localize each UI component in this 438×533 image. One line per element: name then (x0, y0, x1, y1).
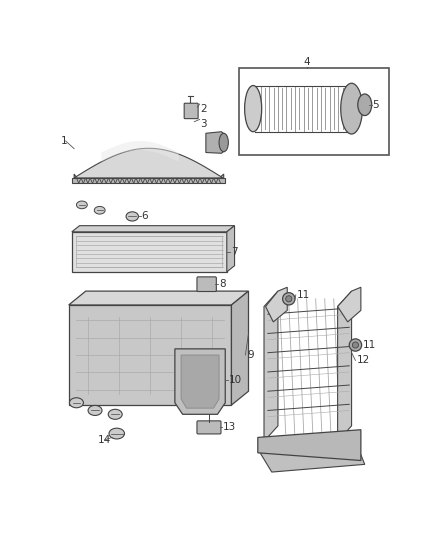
FancyBboxPatch shape (197, 277, 216, 292)
Ellipse shape (341, 83, 362, 134)
Text: 13: 13 (223, 422, 236, 432)
Ellipse shape (88, 406, 102, 415)
Polygon shape (69, 291, 248, 305)
Polygon shape (338, 291, 352, 441)
Polygon shape (227, 225, 235, 272)
Polygon shape (181, 355, 219, 408)
Polygon shape (101, 141, 179, 161)
Ellipse shape (70, 398, 83, 408)
Bar (72, 178, 225, 183)
Text: 3: 3 (201, 119, 207, 130)
Text: 4: 4 (303, 57, 310, 67)
Ellipse shape (108, 409, 122, 419)
Ellipse shape (286, 296, 292, 302)
Polygon shape (74, 148, 223, 178)
Bar (69, 305, 231, 405)
Text: 1: 1 (61, 136, 67, 146)
Polygon shape (206, 132, 225, 154)
Ellipse shape (109, 428, 124, 439)
Text: 9: 9 (247, 350, 254, 360)
FancyBboxPatch shape (184, 103, 198, 119)
Polygon shape (264, 291, 278, 441)
Polygon shape (231, 291, 248, 405)
Text: 10: 10 (229, 375, 242, 385)
Ellipse shape (94, 206, 105, 214)
Text: 7: 7 (231, 247, 238, 257)
Text: 6: 6 (141, 212, 148, 221)
Text: 11: 11 (363, 340, 376, 350)
Ellipse shape (358, 94, 372, 116)
Ellipse shape (219, 133, 228, 152)
Ellipse shape (126, 212, 138, 221)
Bar (72, 232, 227, 272)
Bar (239, 68, 389, 155)
Text: 14: 14 (97, 435, 111, 445)
Polygon shape (258, 430, 361, 461)
Bar (77, 237, 222, 267)
Polygon shape (265, 287, 287, 322)
Polygon shape (175, 349, 225, 414)
Polygon shape (74, 174, 224, 183)
Ellipse shape (77, 201, 87, 209)
Ellipse shape (352, 342, 359, 348)
Polygon shape (72, 225, 235, 232)
Ellipse shape (245, 85, 261, 132)
Text: 5: 5 (372, 100, 379, 110)
Ellipse shape (283, 293, 295, 305)
Polygon shape (260, 445, 365, 472)
Text: 12: 12 (357, 356, 370, 366)
Text: 11: 11 (297, 290, 310, 300)
FancyBboxPatch shape (197, 421, 221, 434)
Polygon shape (338, 287, 361, 322)
Text: 8: 8 (219, 279, 226, 289)
Text: 2: 2 (201, 104, 207, 114)
Ellipse shape (349, 339, 362, 351)
